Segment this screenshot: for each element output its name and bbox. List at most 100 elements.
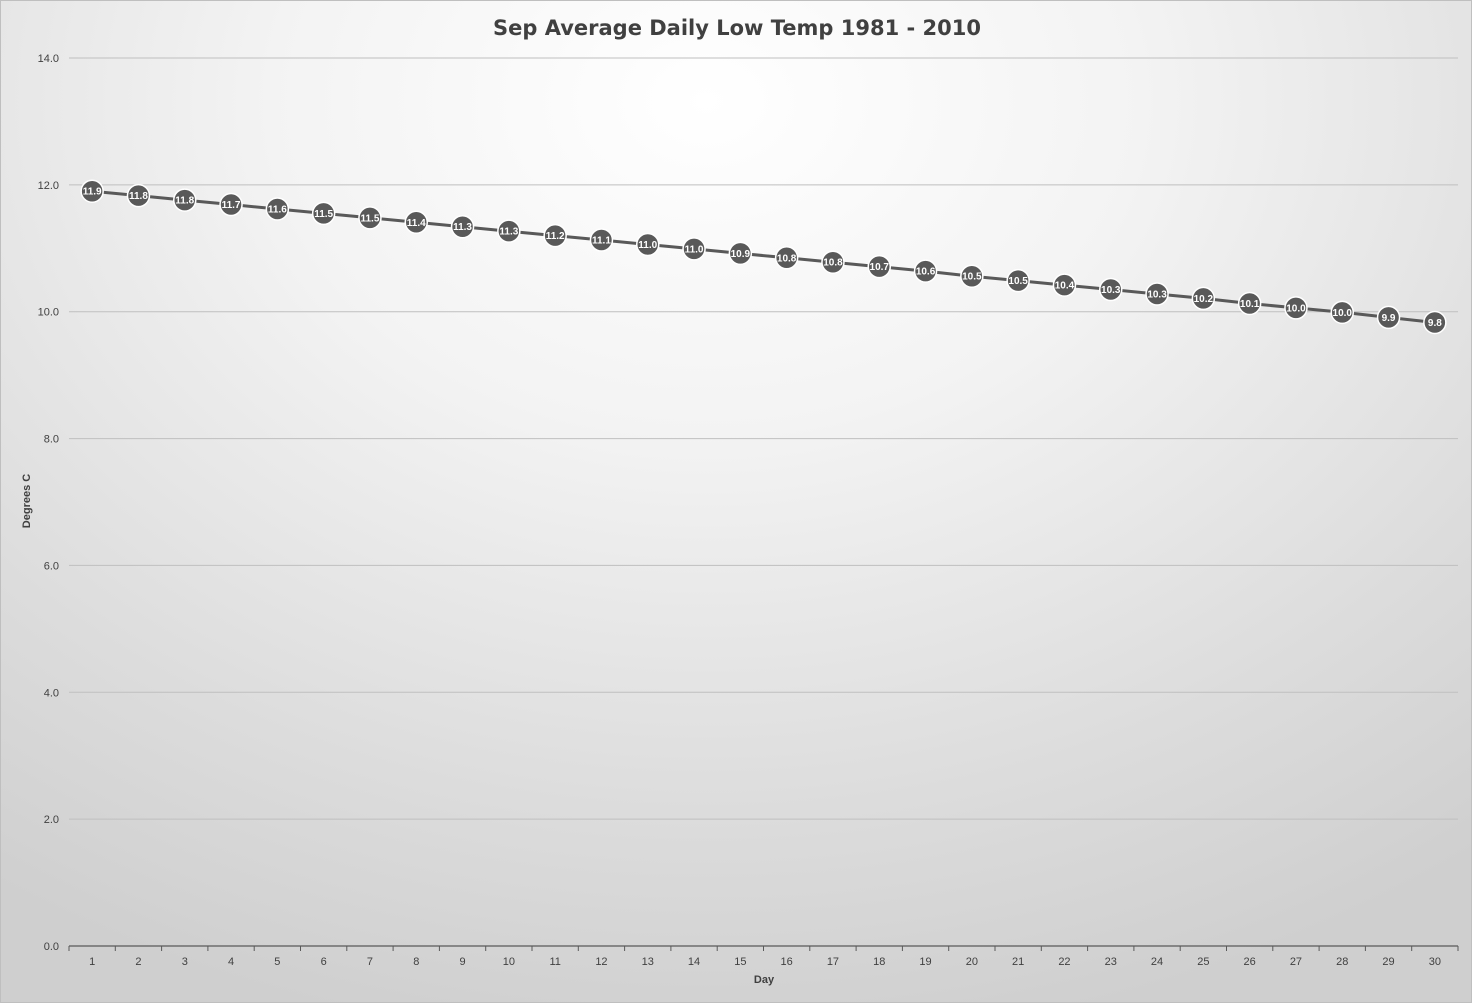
y-tick-label: 4.0 [44,687,59,699]
x-tick-label: 13 [642,956,654,968]
data-label: 10.4 [1055,281,1075,292]
y-tick-label: 10.0 [38,307,59,319]
data-label: 10.9 [731,249,751,260]
data-point [1284,296,1308,320]
data-label: 11.8 [175,196,194,207]
data-label: 11.4 [407,218,426,229]
chart-title: Sep Average Daily Low Temp 1981 - 2010 [493,16,981,40]
data-point [543,223,567,248]
data-point [1099,277,1123,302]
data-label: 9.8 [1428,318,1442,329]
y-tick-label: 8.0 [44,434,59,446]
data-point [1145,282,1169,306]
data-label: 10.1 [1240,299,1260,310]
x-tick-label: 7 [367,956,373,968]
data-point [589,228,614,252]
data-label: 10.8 [823,258,843,269]
series: 11.9 11.8 11.8 11.7 11.6 11.5 11.5 11.4 11.3 11.3… [80,179,1447,335]
x-tick-label: 18 [873,956,885,968]
data-point [821,250,845,274]
data-label: 10.3 [1147,289,1167,300]
data-point [1006,268,1030,293]
y-tick-label: 6.0 [44,560,59,572]
data-label: 11.3 [499,227,518,238]
data-point [1423,310,1447,335]
data-label: 11.2 [546,231,565,242]
data-point [358,206,382,230]
data-label: 11.1 [592,236,611,247]
data-point [636,232,660,257]
data-point [774,246,799,270]
x-tick-label: 19 [919,956,931,968]
data-point [497,219,521,243]
data-label: 10.0 [1286,303,1306,314]
data-point [682,237,706,261]
data-label: 10.6 [916,267,936,278]
data-label: 9.9 [1382,313,1396,324]
x-tick-label: 1 [89,956,95,968]
x-tick-label: 22 [1058,956,1070,968]
data-point [867,254,891,279]
y-axis-title: Degrees C [21,474,33,528]
gridlines [69,57,1458,820]
x-tick-label: 12 [595,956,607,968]
x-tick-label: 15 [734,956,746,968]
data-label: 10.7 [870,262,890,273]
data-point [913,259,938,283]
data-label: 11.7 [222,200,241,211]
x-axis-title: Day [754,974,775,986]
data-label: 11.0 [638,240,657,251]
data-point [311,201,336,226]
x-tick-label: 29 [1382,956,1394,968]
data-label: 11.3 [453,222,472,233]
data-point [1052,273,1077,297]
series-line [92,189,1435,324]
x-tick-label: 17 [827,956,839,968]
y-tick-label: 14.0 [38,53,59,65]
data-label: 10.2 [1194,294,1214,305]
x-tick-label: 28 [1336,956,1348,968]
data-point [1191,286,1216,311]
x-tick-label: 24 [1151,956,1163,968]
data-label: 10.5 [1008,276,1028,287]
x-tick-label: 4 [228,956,234,968]
x-tick-label: 21 [1012,956,1024,968]
x-tick-label: 16 [781,956,793,968]
y-axis: 0.0 2.0 4.0 6.0 8.0 10.0 12.0 14.0 [38,53,59,953]
x-axis [68,945,1459,951]
x-tick-label: 26 [1244,956,1256,968]
data-point [960,264,984,288]
x-tick-label: 5 [274,956,280,968]
x-tick-labels: 1 2 3 4 5 6 7 8 9 10 11 12 13 14 15 16 17 18 19 20 21 22 23 24 2… [89,956,1441,968]
x-tick-label: 27 [1290,956,1302,968]
data-label: 10.5 [962,272,982,283]
data-point [126,183,151,208]
data-label: 10.3 [1101,285,1121,296]
x-tick-label: 11 [549,956,560,968]
x-tick-label: 10 [503,956,515,968]
data-label: 11.8 [129,191,148,202]
data-point [1330,300,1354,325]
x-tick-label: 3 [182,956,188,968]
data-point [1237,291,1262,316]
data-point [80,179,104,203]
data-point [404,210,428,235]
data-point [1376,305,1401,330]
y-tick-label: 2.0 [44,814,59,826]
x-tick-label: 25 [1197,956,1209,968]
x-tick-label: 2 [135,956,141,968]
x-tick-label: 14 [688,956,700,968]
y-tick-label: 0.0 [44,941,59,953]
data-label: 11.5 [314,209,333,220]
data-label: 10.0 [1333,308,1353,319]
x-tick-label: 30 [1429,956,1441,968]
data-point [728,241,753,266]
data-label: 11.0 [685,244,704,255]
data-point [265,197,290,221]
data-point [219,192,243,217]
x-tick-label: 9 [459,956,465,968]
data-label: 11.9 [83,187,102,198]
x-tick-label: 6 [321,956,327,968]
